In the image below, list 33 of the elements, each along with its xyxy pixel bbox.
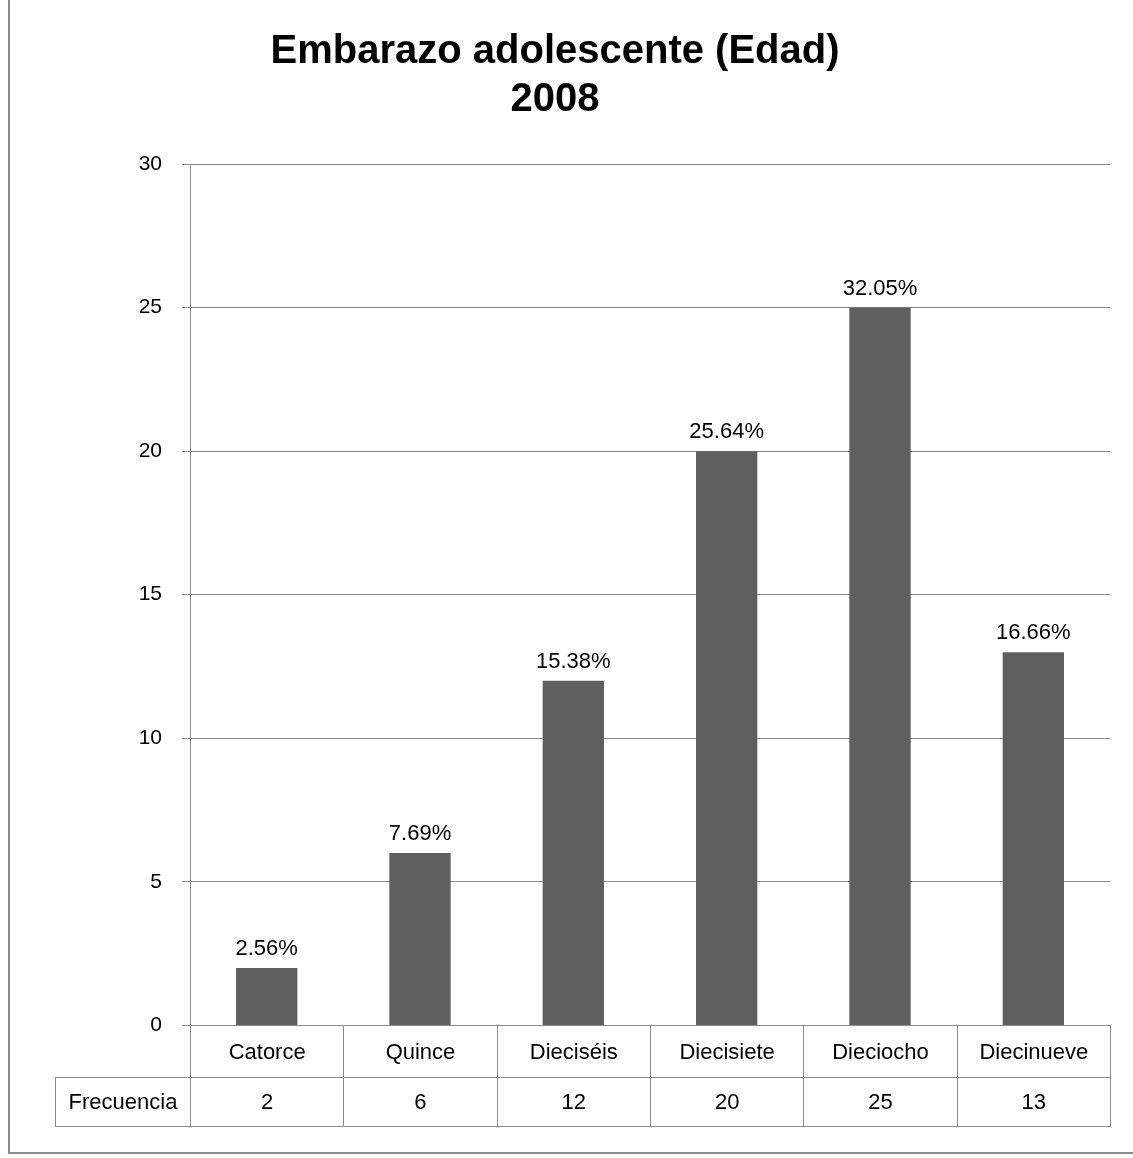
bar [1002,652,1064,1025]
annotation: 16.66% [996,619,1071,645]
data-label: 25 [803,1077,958,1128]
y-tick-label: 10 [138,725,162,749]
x-tick-label: Dieciocho [803,1025,958,1079]
y-tick-label: 0 [150,1012,162,1036]
y-tick-label: 25 [138,294,162,318]
bar [696,451,758,1025]
chart-title: Embarazo adolescente (Edad) 2008 [270,27,840,120]
annotation: 25.64% [689,418,764,444]
data-label: 2 [190,1077,345,1128]
y-tick-label: 20 [138,437,162,461]
data-label: 13 [956,1077,1111,1128]
data-label: 12 [496,1077,651,1128]
annotation: 2.56% [235,935,298,961]
annotation: 7.69% [388,820,452,846]
bar [236,967,298,1025]
y-tick-label: 15 [138,581,162,605]
bar [542,680,604,1025]
bar [389,853,451,1025]
annotation: 15.38% [536,647,611,673]
x-tick-label: Quince [343,1025,498,1079]
x-tick-label: Diecinueve [956,1025,1111,1079]
data-label: 20 [650,1077,805,1128]
text: Frecuencia [55,1077,191,1128]
x-tick-label: Diecisiete [650,1025,805,1079]
annotation: 32.05% [842,274,918,300]
data-label: 6 [343,1077,498,1128]
y-tick-label: 5 [150,868,162,892]
x-tick-label: Dieciséis [496,1025,651,1079]
x-tick-label: Catorce [190,1025,345,1079]
bar [849,307,911,1025]
y-tick-label: 30 [138,150,162,174]
